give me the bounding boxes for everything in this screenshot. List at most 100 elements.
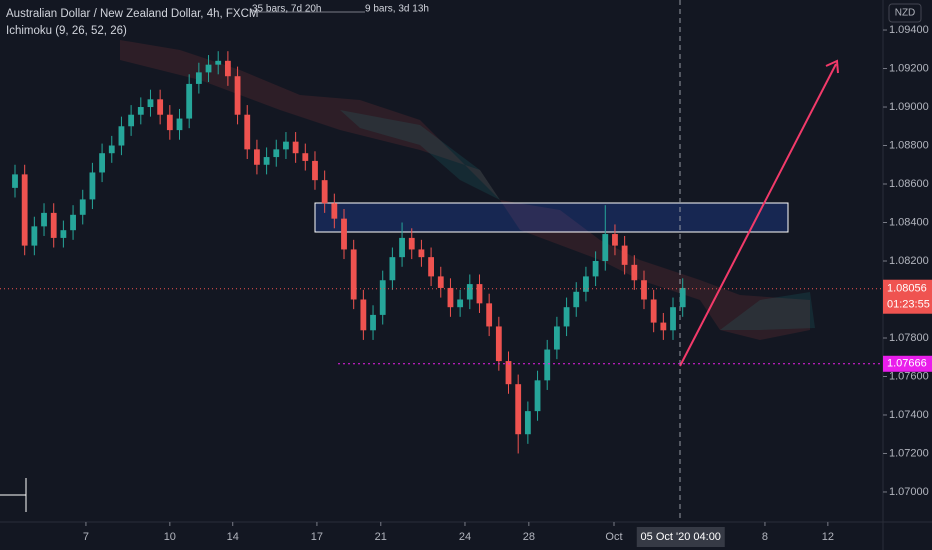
candle-body bbox=[273, 149, 280, 158]
arrow bbox=[679, 63, 837, 367]
candle-body bbox=[437, 276, 444, 288]
candle-body bbox=[679, 287, 686, 308]
candle-body bbox=[70, 214, 76, 231]
candle-body bbox=[466, 284, 473, 300]
candle-body bbox=[89, 172, 96, 200]
candle-body bbox=[157, 99, 164, 115]
candle-body bbox=[534, 380, 541, 412]
candle-body bbox=[583, 276, 589, 292]
y-tick-label: 1.08200 bbox=[889, 255, 929, 267]
candle-body bbox=[660, 322, 667, 331]
candle-body bbox=[573, 291, 580, 308]
measure-label: 35 bars, 7d 20h bbox=[252, 4, 322, 15]
crosshair-box bbox=[636, 527, 725, 547]
y-tick-label: 1.08800 bbox=[889, 139, 929, 151]
candle-body bbox=[31, 226, 38, 246]
ichimoku-cloud-green bbox=[340, 110, 815, 330]
x-tick-label: Oct bbox=[605, 531, 622, 543]
y-tick-label: 1.07400 bbox=[889, 409, 929, 421]
candle-body bbox=[331, 203, 338, 219]
candle-body bbox=[118, 126, 125, 146]
level-box bbox=[883, 355, 932, 372]
candle-body bbox=[244, 114, 251, 150]
candle-body bbox=[195, 72, 202, 84]
candle-body bbox=[544, 349, 551, 381]
x-tick-label: 10 bbox=[164, 531, 176, 543]
crosshair-label: 05 Oct '20 04:00 bbox=[641, 531, 721, 543]
x-tick-label: 14 bbox=[227, 531, 239, 543]
candle-body bbox=[370, 314, 376, 331]
candle-body bbox=[486, 303, 493, 327]
candle-body bbox=[312, 160, 318, 181]
candle-body bbox=[234, 76, 241, 115]
candle-body bbox=[60, 230, 67, 238]
candle-body bbox=[428, 257, 435, 277]
arrow-head bbox=[825, 59, 839, 74]
y-tick-label: 1.07000 bbox=[889, 486, 929, 498]
candle-body bbox=[321, 180, 328, 204]
candle-body bbox=[50, 212, 57, 238]
chart-title: Australian Dollar / New Zealand Dollar, … bbox=[6, 8, 258, 20]
x-tick-label: 17 bbox=[311, 531, 323, 543]
candle-body bbox=[176, 118, 183, 131]
candle-body bbox=[215, 60, 222, 65]
x-tick-label: 21 bbox=[375, 531, 387, 543]
candle-body bbox=[254, 149, 260, 165]
candle-body bbox=[12, 174, 18, 188]
candle-body bbox=[350, 249, 357, 300]
last-price-box bbox=[883, 279, 932, 314]
ichimoku-cloud bbox=[120, 40, 810, 340]
candle-body bbox=[389, 257, 396, 281]
candle-body bbox=[650, 299, 657, 323]
y-tick-label: 1.07200 bbox=[889, 447, 929, 459]
x-tick-label: 8 bbox=[762, 531, 768, 543]
currency-label: NZD bbox=[895, 8, 916, 19]
candle-body bbox=[166, 114, 173, 131]
x-tick-label: 12 bbox=[822, 531, 834, 543]
x-tick-label: 24 bbox=[459, 531, 471, 543]
y-tick-label: 1.07800 bbox=[889, 332, 929, 344]
candle-body bbox=[476, 284, 483, 304]
countdown-label: 01:23:55 bbox=[887, 299, 930, 311]
candle-body bbox=[515, 384, 522, 435]
y-tick-label: 1.09200 bbox=[889, 62, 929, 74]
last-price-label: 1.08056 bbox=[887, 283, 927, 295]
candle-body bbox=[283, 141, 289, 150]
y-tick-label: 1.08600 bbox=[889, 178, 929, 190]
candle-body bbox=[524, 411, 531, 435]
candle-body bbox=[128, 114, 135, 127]
candle-body bbox=[592, 261, 599, 277]
candle-body bbox=[399, 237, 405, 258]
candle-body bbox=[302, 153, 309, 161]
candle-body bbox=[563, 307, 570, 327]
candle-body bbox=[447, 287, 454, 308]
candle-body bbox=[631, 264, 638, 281]
candle-body bbox=[408, 237, 415, 250]
x-tick-label: 7 bbox=[83, 531, 89, 543]
candle-body bbox=[108, 145, 115, 154]
candle-body bbox=[641, 280, 647, 300]
candle-body bbox=[137, 107, 144, 115]
y-tick-label: 1.09000 bbox=[889, 101, 929, 113]
candle-body bbox=[341, 218, 347, 250]
candle-body bbox=[612, 234, 618, 246]
candle-body bbox=[205, 64, 212, 73]
candle-body bbox=[21, 174, 28, 246]
y-tick-label: 1.09400 bbox=[889, 24, 929, 36]
candle-body bbox=[457, 299, 464, 308]
indicator-label: Ichimoku (9, 26, 52, 26) bbox=[6, 25, 127, 37]
x-tick-label: 28 bbox=[523, 531, 535, 543]
y-tick-label: 1.07600 bbox=[889, 370, 929, 382]
candle-body bbox=[360, 299, 367, 331]
candle-body bbox=[79, 199, 86, 215]
measure-label: 9 bars, 3d 13h bbox=[365, 4, 429, 15]
zone-box bbox=[314, 202, 789, 233]
candle-body bbox=[292, 141, 299, 154]
candle-body bbox=[418, 249, 425, 258]
candle-body bbox=[670, 307, 676, 331]
y-tick-label: 1.08400 bbox=[889, 216, 929, 228]
level-label: 1.07666 bbox=[887, 358, 927, 370]
candle-body bbox=[186, 83, 193, 119]
candle-body bbox=[224, 60, 231, 77]
